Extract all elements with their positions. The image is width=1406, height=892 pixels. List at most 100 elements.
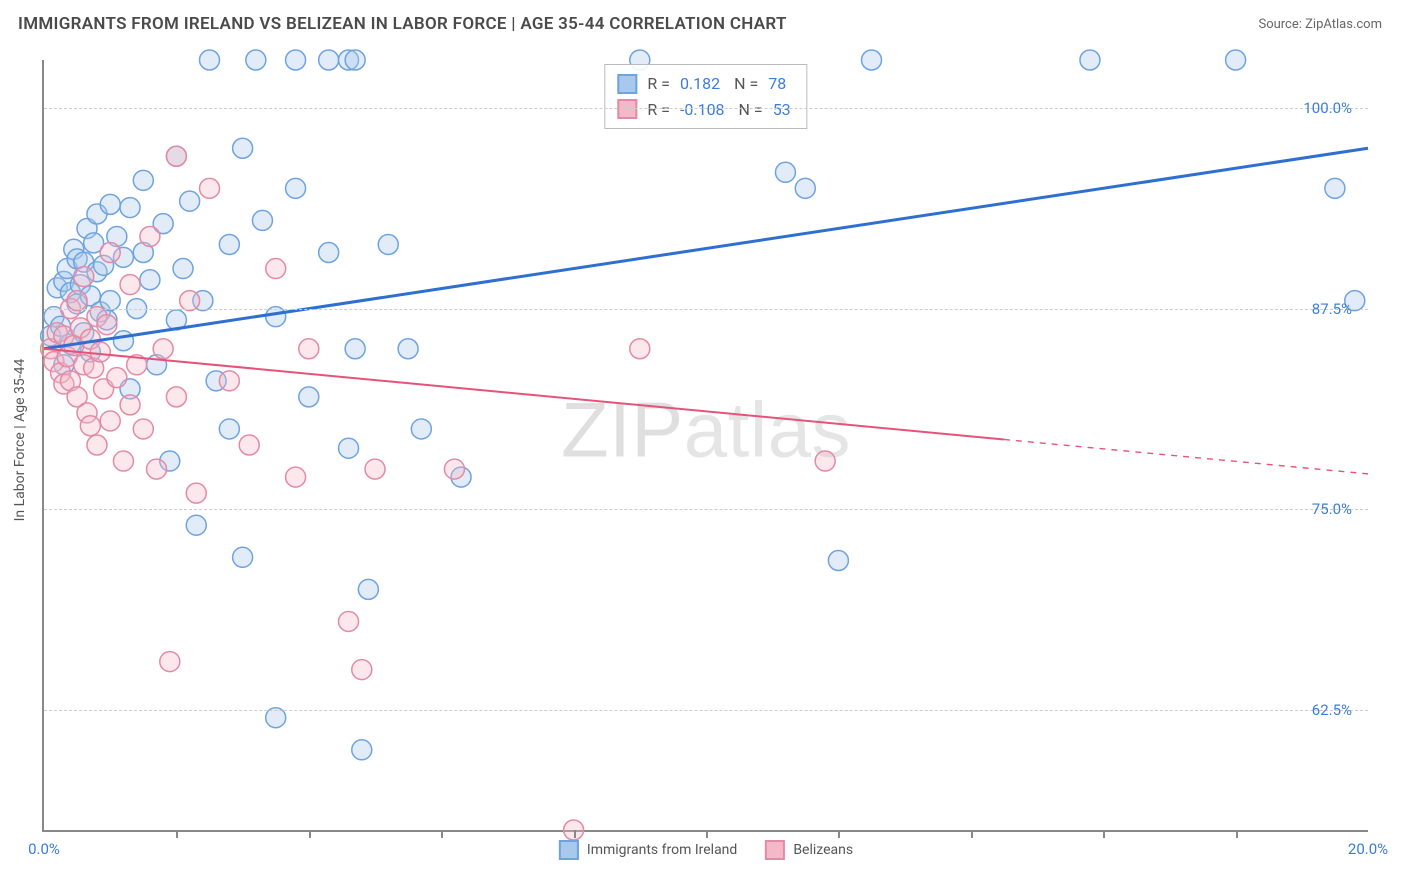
gridline-h <box>44 108 1368 109</box>
data-point-ireland <box>140 270 160 290</box>
data-point-belizean <box>90 342 110 362</box>
y-tick-label: 75.0% <box>1312 500 1352 518</box>
data-point-ireland <box>319 243 339 263</box>
data-point-belizean <box>630 339 650 359</box>
data-point-belizean <box>166 387 186 407</box>
data-point-ireland <box>252 210 272 230</box>
data-point-ireland <box>219 234 239 254</box>
data-point-ireland <box>113 331 133 351</box>
data-point-belizean <box>133 419 153 439</box>
data-point-ireland <box>133 170 153 190</box>
title-row: IMMIGRANTS FROM IRELAND VS BELIZEAN IN L… <box>0 0 1406 44</box>
data-point-ireland <box>1080 50 1100 70</box>
data-point-belizean <box>153 339 173 359</box>
data-point-belizean <box>286 467 306 487</box>
data-point-belizean <box>815 451 835 471</box>
data-point-ireland <box>775 162 795 182</box>
data-point-ireland <box>200 50 220 70</box>
data-point-belizean <box>219 371 239 391</box>
data-point-ireland <box>398 339 418 359</box>
x-tick <box>309 830 311 838</box>
legend-label-ireland: Immigrants from Ireland <box>587 842 737 858</box>
data-point-belizean <box>180 291 200 311</box>
n-label: N = <box>730 71 758 97</box>
data-point-belizean <box>200 178 220 198</box>
data-point-ireland <box>1226 50 1246 70</box>
n-val-belizean: 53 <box>773 97 791 123</box>
data-point-belizean <box>140 226 160 246</box>
data-point-belizean <box>100 411 120 431</box>
data-point-ireland <box>345 50 365 70</box>
chart-svg <box>44 60 1368 830</box>
data-point-belizean <box>266 259 286 279</box>
data-point-ireland <box>173 259 193 279</box>
data-point-belizean <box>113 451 133 471</box>
n-label: N = <box>735 97 763 123</box>
x-tick-label: 0.0% <box>28 840 60 858</box>
data-point-belizean <box>166 146 186 166</box>
x-tick <box>971 830 973 838</box>
y-tick-label: 100.0% <box>1303 99 1352 117</box>
data-point-belizean <box>87 435 107 455</box>
data-point-belizean <box>339 611 359 631</box>
x-tick <box>838 830 840 838</box>
data-point-belizean <box>352 660 372 680</box>
data-point-ireland <box>352 740 372 760</box>
swatch-belizean <box>617 99 637 119</box>
data-point-belizean <box>80 416 100 436</box>
data-point-ireland <box>100 194 120 214</box>
data-point-ireland <box>286 50 306 70</box>
plot-area: ZIPatlas R = 0.182 N = 78 R = -0.108 N =… <box>42 60 1368 832</box>
trendline-belizean <box>44 349 1004 440</box>
x-tick <box>1103 830 1105 838</box>
legend-item-ireland: Immigrants from Ireland <box>559 840 737 860</box>
x-tick <box>176 830 178 838</box>
x-tick <box>574 830 576 838</box>
data-point-ireland <box>286 178 306 198</box>
x-tick <box>441 830 443 838</box>
data-point-ireland <box>358 579 378 599</box>
gridline-h <box>44 710 1368 711</box>
stats-legend: R = 0.182 N = 78 R = -0.108 N = 53 <box>604 64 807 129</box>
data-point-ireland <box>233 138 253 158</box>
r-val-ireland: 0.182 <box>680 71 720 97</box>
data-point-belizean <box>74 267 94 287</box>
data-point-ireland <box>266 307 286 327</box>
gridline-h <box>44 509 1368 510</box>
data-point-ireland <box>828 551 848 571</box>
data-point-belizean <box>239 435 259 455</box>
data-point-belizean <box>444 459 464 479</box>
data-point-ireland <box>378 234 398 254</box>
trendline-dash-belizean <box>1004 439 1368 473</box>
data-point-belizean <box>67 291 87 311</box>
gridline-h <box>44 309 1368 310</box>
n-val-ireland: 78 <box>768 71 786 97</box>
data-point-ireland <box>299 387 319 407</box>
data-point-ireland <box>180 191 200 211</box>
chart-wrapper: IMMIGRANTS FROM IRELAND VS BELIZEAN IN L… <box>0 0 1406 892</box>
data-point-ireland <box>862 50 882 70</box>
r-val-belizean: -0.108 <box>680 97 725 123</box>
data-point-ireland <box>246 50 266 70</box>
legend-swatch-ireland <box>559 840 579 860</box>
data-point-ireland <box>795 178 815 198</box>
stats-row-ireland: R = 0.182 N = 78 <box>617 71 790 97</box>
data-point-belizean <box>299 339 319 359</box>
x-tick-label: 20.0% <box>1348 840 1388 858</box>
data-point-belizean <box>107 368 127 388</box>
data-point-ireland <box>319 50 339 70</box>
data-point-ireland <box>100 291 120 311</box>
legend-item-belizean: Belizeans <box>765 840 853 860</box>
data-point-ireland <box>266 708 286 728</box>
data-point-belizean <box>120 275 140 295</box>
data-point-belizean <box>147 459 167 479</box>
r-label: R = <box>647 71 670 97</box>
swatch-ireland <box>617 74 637 94</box>
data-point-belizean <box>100 243 120 263</box>
data-point-ireland <box>1325 178 1345 198</box>
y-tick-label: 62.5% <box>1312 701 1352 719</box>
trendline-ireland <box>44 148 1368 349</box>
y-axis-title: In Labor Force | Age 35-44 <box>12 359 28 522</box>
data-point-ireland <box>186 515 206 535</box>
data-point-ireland <box>411 419 431 439</box>
